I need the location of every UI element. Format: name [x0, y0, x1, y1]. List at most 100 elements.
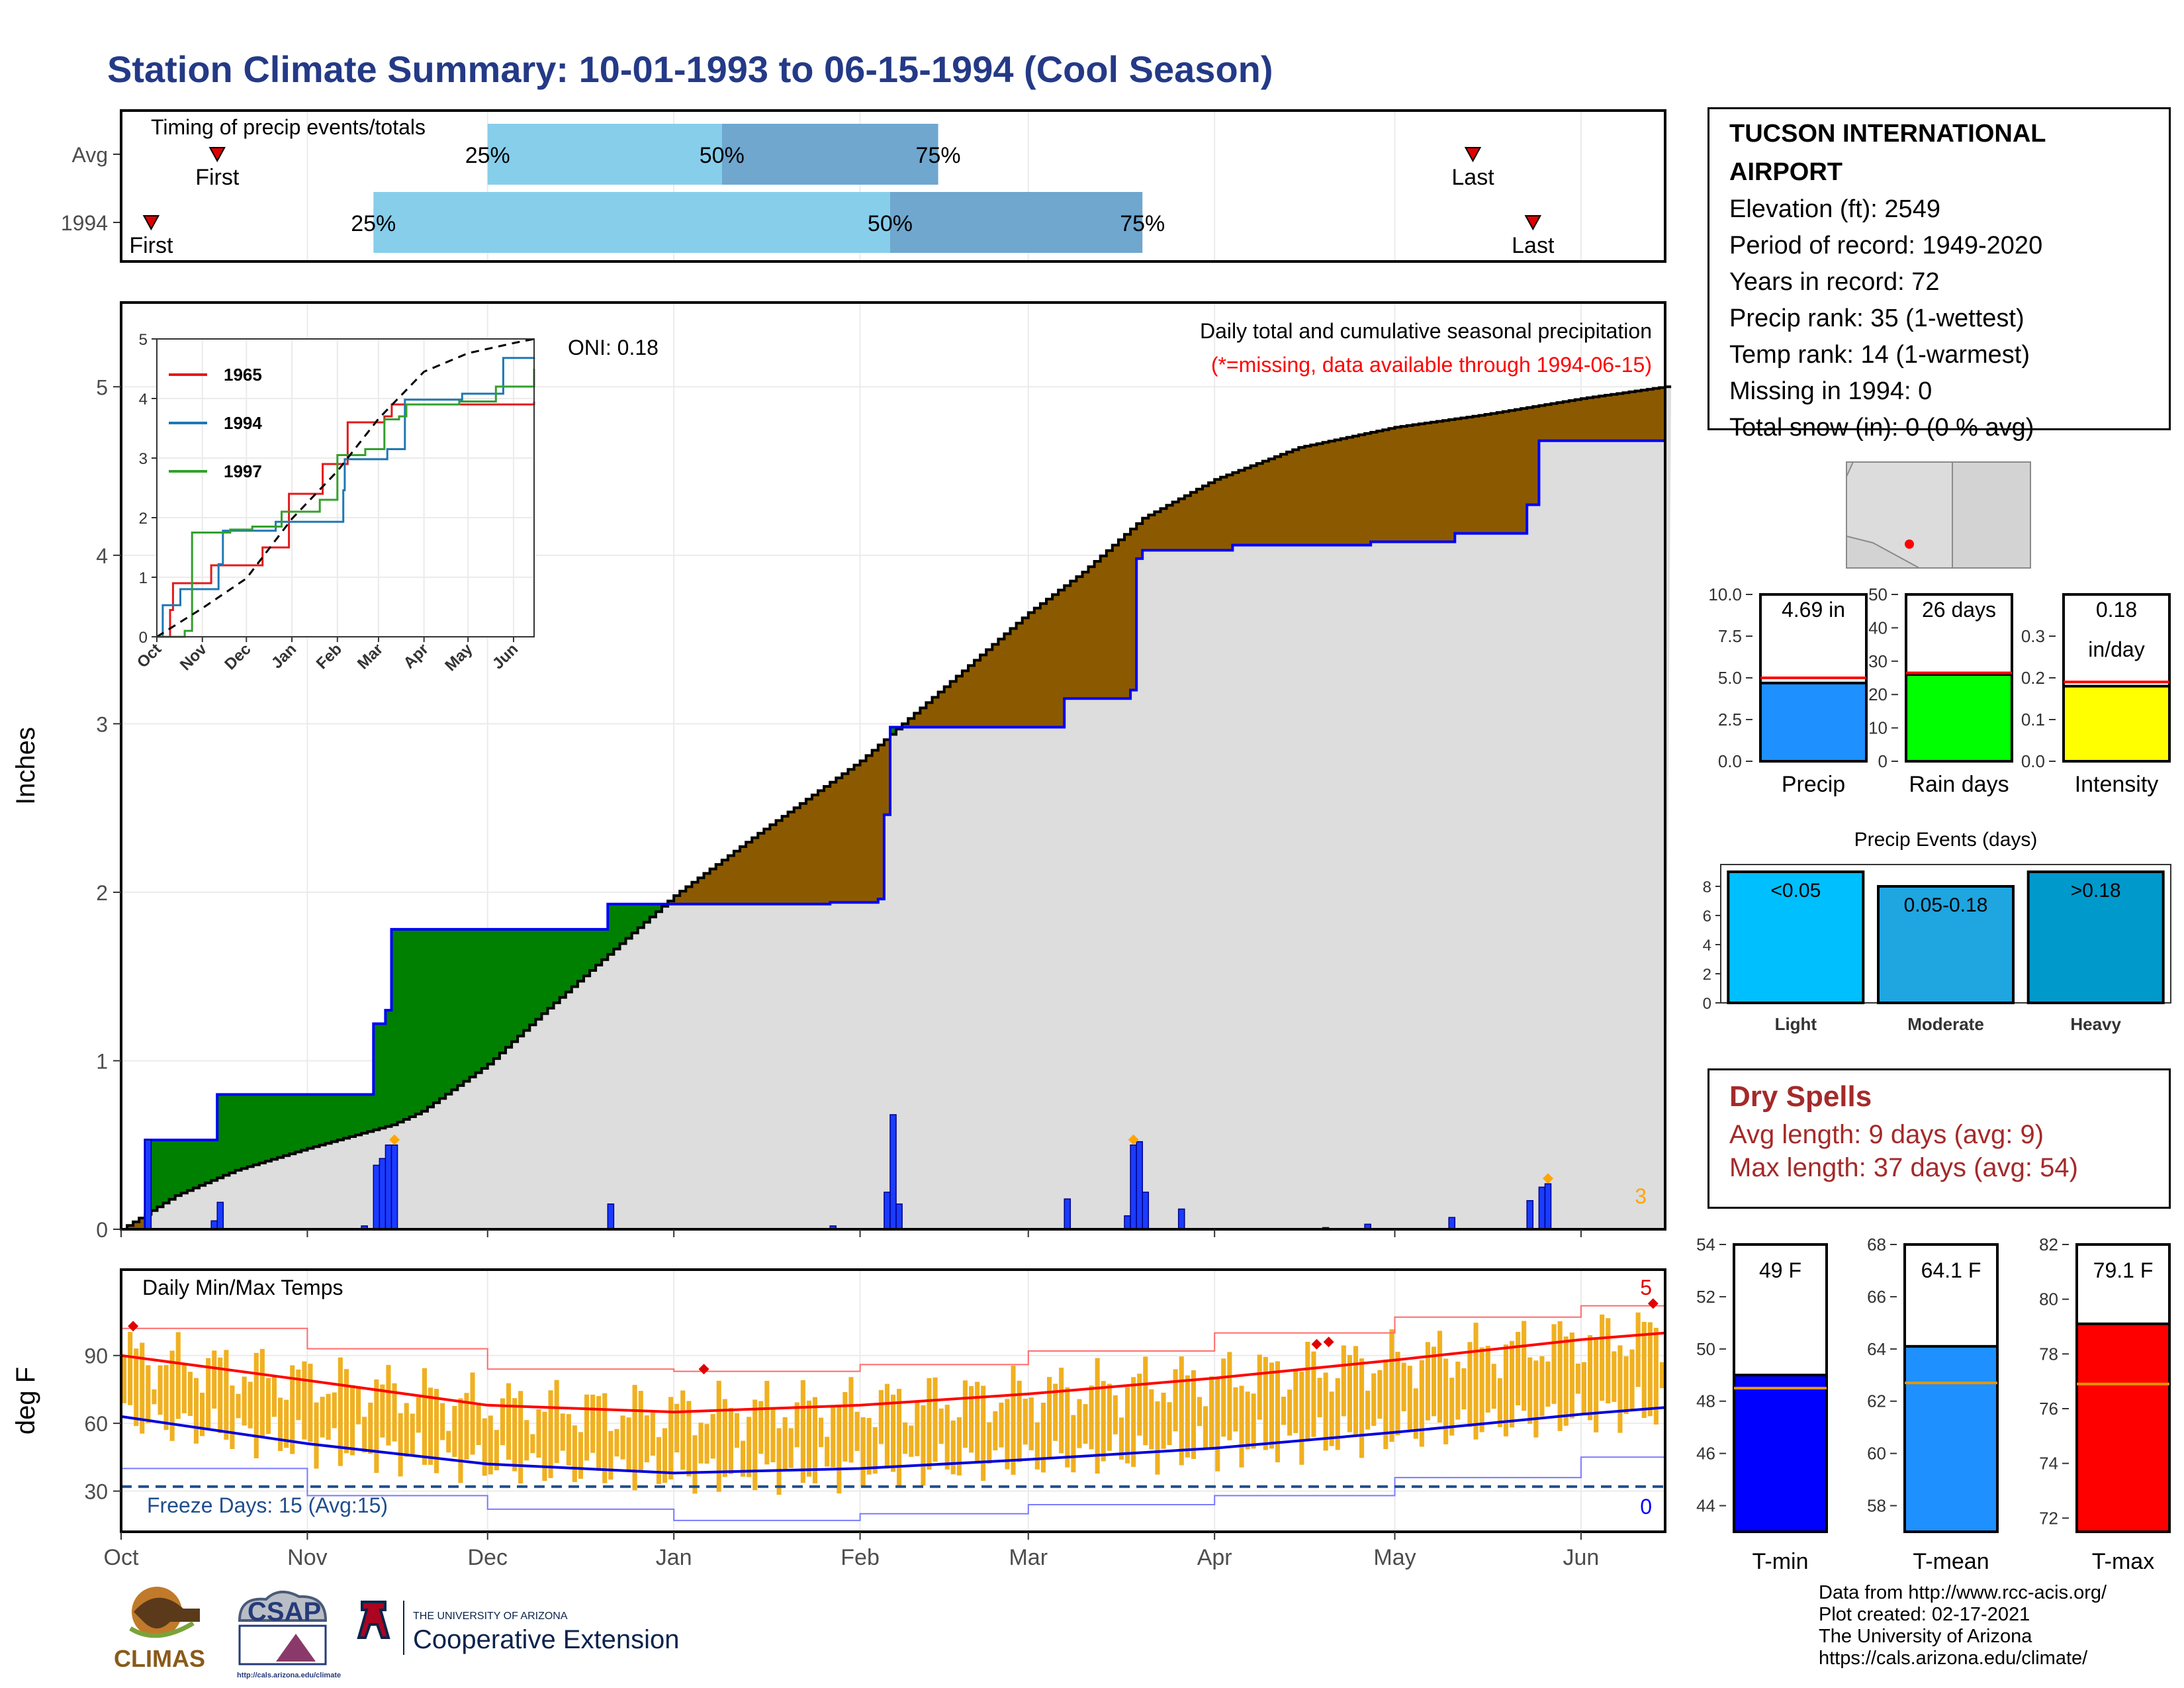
temp-daily-bar — [1149, 1389, 1154, 1450]
temp-daily-bar — [1516, 1332, 1521, 1405]
temp-daily-bar — [338, 1357, 343, 1466]
precip-daily-bar — [1124, 1215, 1131, 1230]
temp-daily-bar — [1203, 1406, 1208, 1448]
temp-daily-bar — [825, 1436, 830, 1467]
temp-daily-bar — [458, 1398, 463, 1483]
temp-daily-bar — [548, 1390, 553, 1478]
temp-daily-bar — [206, 1358, 211, 1429]
precip-y-tick-label: 2 — [96, 881, 108, 905]
dry-spells-box: Dry Spells Avg length: 9 days (avg: 9) M… — [1707, 1068, 2171, 1209]
temp-record-flag — [698, 1364, 709, 1375]
temp-daily-bar — [1065, 1387, 1070, 1468]
events-bar-label: Heavy — [2070, 1014, 2121, 1034]
temp-daily-bar — [734, 1413, 739, 1448]
month-axis-label: Mar — [1009, 1545, 1048, 1570]
temp-daily-bar — [903, 1422, 908, 1454]
temp-daily-bar — [512, 1398, 518, 1472]
temp-bar-fill — [1903, 1344, 1999, 1533]
inset-series-line-1965 — [157, 401, 535, 638]
temp-daily-bar — [278, 1397, 283, 1451]
temp-daily-bar — [1594, 1337, 1599, 1432]
dry-spells-line: Avg length: 9 days (avg: 9) — [1729, 1120, 2044, 1149]
precip-daily-bar — [1130, 1144, 1137, 1230]
precip-y-tick-label: 4 — [96, 544, 108, 568]
temp-daily-bar — [1197, 1397, 1202, 1427]
temp-bar-y-tick-label: 64 — [1867, 1339, 1886, 1359]
temp-daily-bar — [1221, 1358, 1226, 1437]
temp-daily-bar — [837, 1404, 842, 1493]
summary-bar-fill — [1905, 673, 2013, 763]
temp-daily-bar — [1323, 1372, 1328, 1451]
temp-record-flag — [1311, 1338, 1322, 1350]
temp-daily-bar — [1455, 1361, 1461, 1420]
temp-daily-bar — [542, 1411, 547, 1481]
station-line: Elevation (ft): 2549 — [1729, 195, 1940, 223]
events-y-tick-label: 4 — [1703, 937, 1711, 955]
temp-daily-bar — [728, 1407, 733, 1474]
footer-line: Plot created: 02-17-2021 — [1819, 1604, 2030, 1625]
temp-bar-value-text: 49 F — [1759, 1258, 1801, 1282]
temp-daily-bar — [1497, 1378, 1502, 1427]
summary-y-tick-label: 0.2 — [2021, 668, 2045, 688]
temp-daily-bar — [944, 1405, 950, 1470]
temp-daily-bar — [680, 1390, 686, 1470]
precip-daily-bar — [1142, 1192, 1150, 1230]
temp-daily-bar — [620, 1415, 625, 1460]
temp-daily-bar — [175, 1332, 181, 1419]
temp-daily-bar — [212, 1350, 217, 1409]
temp-daily-bar — [710, 1414, 715, 1459]
temp-daily-bar — [956, 1417, 962, 1476]
temp-daily-bar — [536, 1409, 541, 1458]
temp-daily-bar — [770, 1407, 776, 1462]
station-line: Missing in 1994: 0 — [1729, 377, 1933, 405]
timing-label-75: 75% — [1120, 211, 1165, 236]
temp-daily-bar — [524, 1420, 529, 1461]
climas-logo-text: CLIMAS — [114, 1645, 205, 1672]
temp-daily-bar — [1653, 1327, 1659, 1425]
summary-y-tick-label: 20 — [1868, 684, 1888, 704]
temp-daily-bar — [782, 1417, 788, 1470]
temp-daily-bar — [368, 1402, 373, 1454]
temp-daily-bar — [644, 1415, 649, 1463]
temp-daily-bar — [722, 1399, 727, 1477]
precip-daily-bar — [1136, 1141, 1143, 1230]
temp-daily-bar — [1005, 1399, 1010, 1470]
temp-daily-bar — [422, 1368, 427, 1465]
temp-low-count: 0 — [1640, 1495, 1652, 1519]
month-axis-label: Oct — [104, 1545, 139, 1570]
temp-daily-bar — [1071, 1415, 1076, 1473]
ua-cooperative-extension-text: Cooperative Extension — [413, 1625, 679, 1654]
temp-bar-y-tick-label: 46 — [1696, 1444, 1715, 1464]
temp-daily-bar — [1581, 1362, 1586, 1414]
temp-daily-bar — [704, 1424, 709, 1464]
summary-y-tick-label: 10.0 — [1708, 585, 1742, 604]
temp-record-flag — [1323, 1336, 1334, 1348]
temp-daily-bar — [1125, 1387, 1130, 1464]
temp-bar-charts: 44 46 48 50 52 54 49 F T-min 58 60 62 64 66 68 64.1 F T… — [1696, 1235, 2171, 1574]
temp-daily-bar — [1449, 1378, 1455, 1436]
temp-daily-bar — [494, 1430, 499, 1471]
temp-daily-bar — [1419, 1360, 1424, 1447]
temp-daily-bar — [1347, 1354, 1352, 1432]
timing-bar-50-75 — [889, 192, 1143, 253]
temp-daily-bar — [560, 1413, 565, 1451]
inset-series-line-1994 — [157, 357, 535, 638]
temp-daily-bar — [1629, 1349, 1635, 1410]
temp-daily-bar — [500, 1398, 505, 1446]
temp-daily-bar — [326, 1393, 331, 1440]
temp-daily-bar — [488, 1415, 493, 1475]
temp-bar-label: T-mean — [1913, 1549, 1989, 1574]
temp-daily-bar — [1023, 1398, 1028, 1445]
temp-daily-bar — [987, 1422, 992, 1464]
temp-daily-bar — [993, 1411, 998, 1450]
temp-daily-bar — [158, 1365, 163, 1415]
temp-daily-bar — [374, 1379, 379, 1473]
precip-chart-subtitle: (*=missing, data available through 1994-… — [1211, 353, 1652, 377]
precip-frame — [120, 301, 1666, 1231]
temp-daily-bar — [716, 1380, 721, 1492]
temp-daily-bar — [891, 1394, 896, 1472]
temp-daily-bar — [1215, 1377, 1220, 1472]
temp-daily-bar — [788, 1428, 794, 1468]
footer-line: The University of Arizona — [1819, 1626, 2032, 1647]
